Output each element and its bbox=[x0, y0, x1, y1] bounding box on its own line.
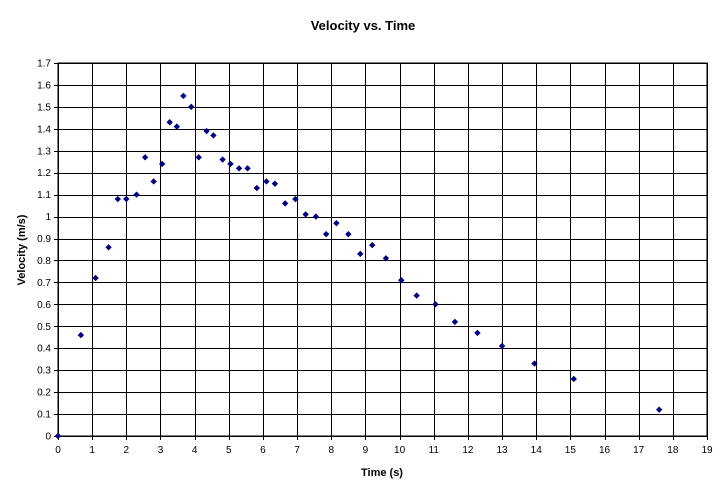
y-tick-label: 1.2 bbox=[37, 168, 51, 179]
y-tick-label: 0.2 bbox=[37, 388, 51, 399]
data-point bbox=[173, 123, 181, 130]
x-tick-label: 4 bbox=[192, 445, 198, 456]
y-tick-label: 0.7 bbox=[37, 278, 51, 289]
data-point bbox=[133, 191, 140, 198]
data-point bbox=[302, 211, 309, 218]
data-point bbox=[188, 103, 195, 111]
y-axis-label: Velocity (m/s) bbox=[16, 214, 28, 285]
data-point bbox=[357, 250, 364, 258]
data-point bbox=[203, 127, 210, 135]
data-point bbox=[345, 230, 352, 238]
data-point bbox=[54, 432, 62, 440]
x-axis-label: Time (s) bbox=[361, 467, 403, 479]
y-tick-label: 0.9 bbox=[37, 234, 51, 245]
data-point bbox=[105, 244, 112, 251]
y-tick-label: 0.3 bbox=[37, 366, 51, 377]
data-point bbox=[413, 292, 420, 299]
x-tick-label: 2 bbox=[124, 445, 130, 456]
y-tick-label: 0.4 bbox=[37, 344, 51, 355]
data-point bbox=[281, 200, 289, 207]
chart-title: Velocity vs. Time bbox=[311, 18, 416, 33]
y-tick-label: 1.4 bbox=[37, 124, 51, 135]
plot-frame bbox=[57, 62, 708, 437]
x-tick-label: 9 bbox=[363, 445, 369, 456]
data-point bbox=[322, 230, 330, 238]
x-tick-label: 18 bbox=[667, 445, 679, 456]
y-tick-label: 0.5 bbox=[37, 322, 51, 333]
y-tick-label: 1.7 bbox=[37, 59, 51, 70]
x-tick-label: 19 bbox=[701, 445, 713, 456]
data-point bbox=[227, 160, 234, 168]
data-point bbox=[655, 406, 663, 413]
data-points bbox=[54, 92, 663, 440]
data-point bbox=[369, 241, 376, 249]
y-axis-ticks: 0 0.1 0.2 0.3 0.4 0.5 0.6 0.7 0.8 0.9 1 1.1 1.2 1.3 1.… bbox=[37, 59, 58, 443]
data-point bbox=[158, 160, 166, 168]
data-point bbox=[195, 154, 202, 161]
y-tick-label: 1.6 bbox=[37, 80, 51, 91]
plot-area: 0 1 2 3 4 5 6 7 8 9 10 11 12 13 14 15 16 17 18 19 00.10.20.… bbox=[37, 59, 713, 457]
y-tick-label: 1.5 bbox=[37, 102, 51, 113]
data-point bbox=[398, 277, 405, 284]
x-tick-label: 10 bbox=[394, 445, 406, 456]
data-point bbox=[474, 329, 481, 337]
x-tick-label: 3 bbox=[158, 445, 164, 456]
x-axis-ticks: 0 1 2 3 4 5 6 7 8 9 10 11 12 13 14 15 16 17 18 19 bbox=[55, 436, 713, 456]
data-point bbox=[312, 213, 320, 220]
data-point bbox=[141, 154, 149, 161]
data-point bbox=[114, 195, 121, 203]
data-point bbox=[498, 342, 506, 350]
data-point bbox=[210, 132, 217, 139]
data-point bbox=[333, 219, 340, 227]
x-tick-label: 1 bbox=[89, 445, 95, 456]
grid-lines bbox=[58, 63, 708, 437]
data-point bbox=[382, 255, 390, 262]
y-tick-label: 0.8 bbox=[37, 256, 51, 267]
y-tick-label: 0.6 bbox=[37, 300, 51, 311]
y-tick-label: 0 bbox=[45, 432, 51, 443]
data-point bbox=[244, 165, 251, 172]
x-tick-label: 7 bbox=[294, 445, 300, 456]
data-point bbox=[263, 178, 270, 185]
x-tick-label: 5 bbox=[226, 445, 232, 456]
data-point bbox=[219, 156, 226, 163]
x-tick-label: 11 bbox=[429, 445, 440, 456]
x-tick-label: 0 bbox=[55, 445, 61, 456]
y-tick-label: 1 bbox=[45, 212, 51, 223]
x-tick-label: 8 bbox=[328, 445, 334, 456]
data-point bbox=[92, 274, 99, 282]
data-point bbox=[451, 318, 459, 326]
y-tick-label: 1.3 bbox=[37, 146, 51, 157]
y-tick-label: 1.1 bbox=[37, 190, 51, 201]
x-tick-label: 16 bbox=[599, 445, 611, 456]
data-point bbox=[235, 165, 243, 172]
x-tick-label: 12 bbox=[462, 445, 474, 456]
data-point bbox=[432, 301, 439, 308]
x-tick-label: 15 bbox=[565, 445, 577, 456]
x-tick-label: 13 bbox=[496, 445, 508, 456]
data-point bbox=[150, 178, 157, 185]
x-tick-label: 6 bbox=[260, 445, 266, 456]
data-point bbox=[123, 195, 130, 203]
data-point bbox=[271, 180, 279, 187]
data-point bbox=[166, 119, 173, 126]
x-tick-label: 17 bbox=[633, 445, 645, 456]
data-point bbox=[292, 195, 299, 203]
y-tick-label: 0.1 bbox=[37, 410, 51, 421]
x-tick-label: 14 bbox=[531, 445, 543, 456]
data-point bbox=[253, 184, 260, 192]
data-point bbox=[77, 331, 85, 339]
data-point bbox=[531, 360, 538, 367]
data-point bbox=[570, 375, 577, 383]
data-point bbox=[180, 92, 187, 100]
